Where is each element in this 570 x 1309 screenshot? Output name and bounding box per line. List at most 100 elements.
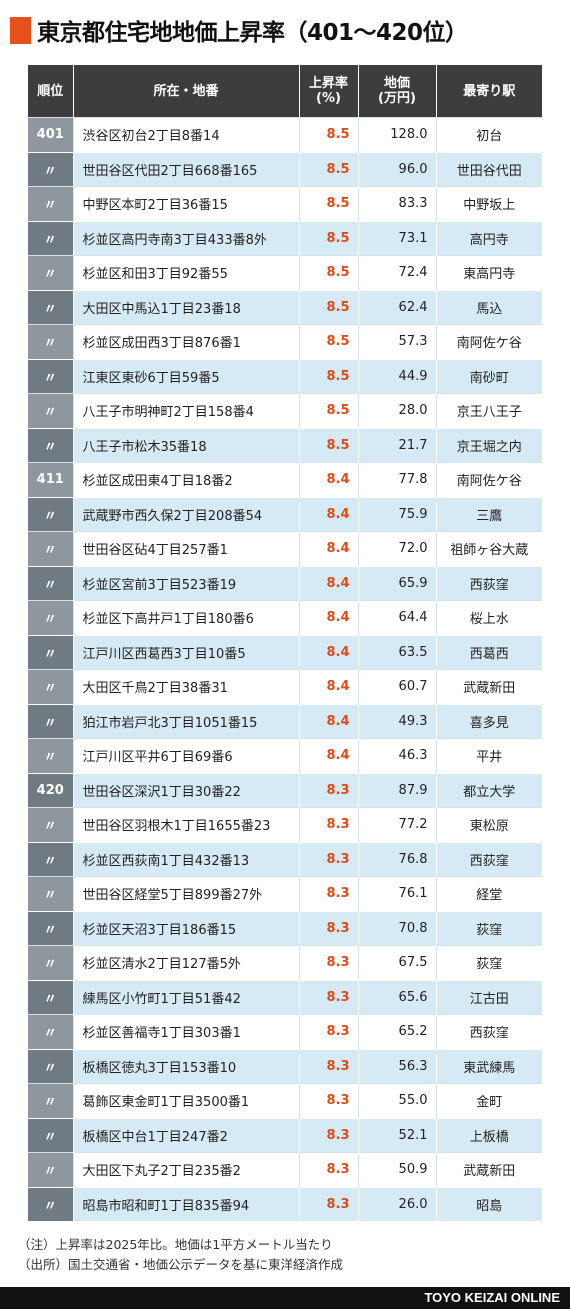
price-cell: 77.8 xyxy=(357,462,436,497)
location-cell: 八王子市松木35番18 xyxy=(72,427,299,463)
price-cell: 52.1 xyxy=(357,1117,436,1153)
table-row: 〃世田谷区羽根木1丁目1655番23 8.3 77.2 東松原 xyxy=(28,807,542,842)
station-cell: 昭島 xyxy=(435,1186,542,1221)
price-cell: 63.5 xyxy=(357,634,436,670)
price-cell: 64.4 xyxy=(357,600,436,635)
station-cell: 南阿佐ケ谷 xyxy=(435,462,542,497)
price-cell: 21.7 xyxy=(357,427,436,463)
rank-cell: 〃 xyxy=(28,1186,73,1221)
rate-cell: 8.4 xyxy=(298,531,358,566)
location-cell: 大田区中馬込1丁目23番18 xyxy=(72,289,299,325)
rate-cell: 8.3 xyxy=(298,876,358,911)
station-cell: 南阿佐ケ谷 xyxy=(435,324,542,359)
rank-cell: 420 xyxy=(28,772,73,808)
table-row: 〃杉並区高円寺南3丁目433番8外 8.5 73.1 高円寺 xyxy=(28,220,542,256)
location-cell: 杉並区成田東4丁目18番2 xyxy=(72,462,299,497)
rank-cell: 〃 xyxy=(28,703,73,739)
station-cell: 金町 xyxy=(435,1083,542,1118)
location-cell: 狛江市岩戸北3丁目1051番15 xyxy=(72,703,299,739)
header-rank: 順位 xyxy=(28,65,73,118)
location-cell: 世田谷区経堂5丁目899番27外 xyxy=(72,876,299,911)
table-row: 〃杉並区清水2丁目127番5外 8.3 67.5 荻窪 xyxy=(28,945,542,980)
table-row: 〃武蔵野市西久保2丁目208番54 8.4 75.9 三鷹 xyxy=(28,496,542,532)
rank-cell: 〃 xyxy=(28,220,73,256)
location-cell: 中野区本町2丁目36番15 xyxy=(72,186,299,221)
station-cell: 武蔵新田 xyxy=(435,669,542,704)
table-row: 〃大田区千鳥2丁目38番31 8.4 60.7 武蔵新田 xyxy=(28,669,542,704)
price-cell: 77.2 xyxy=(357,807,436,842)
station-cell: 南砂町 xyxy=(435,358,542,394)
station-cell: 都立大学 xyxy=(435,772,542,808)
ranking-table-container: 順位 所在・地番 上昇率 (%) 地価 (万円) 最寄り駅 401 渋谷区初台2丁目8番14 8… xyxy=(28,65,542,1221)
rank-cell: 〃 xyxy=(28,1014,73,1049)
price-cell: 65.2 xyxy=(357,1014,436,1049)
station-cell: 西荻窪 xyxy=(435,1014,542,1049)
rate-cell: 8.3 xyxy=(298,772,358,808)
station-cell: 三鷹 xyxy=(435,496,542,532)
rate-cell: 8.3 xyxy=(298,979,358,1015)
rate-cell: 8.4 xyxy=(298,565,358,601)
price-cell: 83.3 xyxy=(357,186,436,221)
rank-cell: 〃 xyxy=(28,289,73,325)
price-cell: 65.9 xyxy=(357,565,436,601)
table-row: 〃杉並区天沼3丁目186番15 8.3 70.8 荻窪 xyxy=(28,910,542,946)
table-row: 〃昭島市昭和町1丁目835番94 8.3 26.0 昭島 xyxy=(28,1186,542,1221)
table-row: 〃江東区東砂6丁目59番5 8.5 44.9 南砂町 xyxy=(28,358,542,394)
rate-cell: 8.5 xyxy=(298,358,358,394)
rank-cell: 〃 xyxy=(28,634,73,670)
price-cell: 72.0 xyxy=(357,531,436,566)
price-cell: 60.7 xyxy=(357,669,436,704)
header-location: 所在・地番 xyxy=(72,65,299,118)
station-cell: 京王八王子 xyxy=(435,393,542,428)
location-cell: 江戸川区平井6丁目69番6 xyxy=(72,738,299,773)
table-row: 420 世田谷区深沢1丁目30番22 8.3 87.9 都立大学 xyxy=(28,772,542,808)
table-row: 〃狛江市岩戸北3丁目1051番15 8.4 49.3 喜多見 xyxy=(28,703,542,739)
rate-cell: 8.5 xyxy=(298,427,358,463)
header-price-text: (万円) xyxy=(378,91,416,106)
station-cell: 祖師ヶ谷大蔵 xyxy=(435,531,542,566)
table-row: 401 渋谷区初台2丁目8番14 8.5 128.0 初台 xyxy=(28,117,542,152)
table-header: 順位 所在・地番 上昇率 (%) 地価 (万円) 最寄り駅 xyxy=(28,65,542,118)
location-cell: 大田区千鳥2丁目38番31 xyxy=(72,669,299,704)
station-cell: 平井 xyxy=(435,738,542,773)
source-line: （出所）国土交通省・地価公示データを基に東洋経済作成 xyxy=(18,1257,344,1272)
station-cell: 経堂 xyxy=(435,876,542,911)
rank-cell: 〃 xyxy=(28,1083,73,1118)
ranking-table: 順位 所在・地番 上昇率 (%) 地価 (万円) 最寄り駅 401 渋谷区初台2丁目8番14 8… xyxy=(28,65,542,1221)
rank-cell: 〃 xyxy=(28,738,73,773)
price-cell: 57.3 xyxy=(357,324,436,359)
location-cell: 世田谷区砧4丁目257番1 xyxy=(72,531,299,566)
price-cell: 70.8 xyxy=(357,910,436,946)
rate-cell: 8.5 xyxy=(298,186,358,221)
rank-cell: 〃 xyxy=(28,945,73,980)
rate-cell: 8.3 xyxy=(298,841,358,877)
rate-cell: 8.4 xyxy=(298,669,358,704)
rank-cell: 411 xyxy=(28,462,73,497)
rate-cell: 8.4 xyxy=(298,634,358,670)
location-cell: 武蔵野市西久保2丁目208番54 xyxy=(72,496,299,532)
rank-cell: 〃 xyxy=(28,324,73,359)
station-cell: 西葛西 xyxy=(435,634,542,670)
rate-cell: 8.5 xyxy=(298,324,358,359)
rank-cell: 〃 xyxy=(28,841,73,877)
location-cell: 杉並区西荻南1丁目432番13 xyxy=(72,841,299,877)
price-cell: 96.0 xyxy=(357,151,436,187)
rate-cell: 8.4 xyxy=(298,496,358,532)
table-row: 〃板橋区徳丸3丁目153番10 8.3 56.3 東武練馬 xyxy=(28,1048,542,1084)
station-cell: 東高円寺 xyxy=(435,255,542,290)
location-cell: 世田谷区羽根木1丁目1655番23 xyxy=(72,807,299,842)
station-cell: 東松原 xyxy=(435,807,542,842)
rate-cell: 8.3 xyxy=(298,1083,358,1118)
location-cell: 大田区下丸子2丁目235番2 xyxy=(72,1152,299,1187)
rank-cell: 〃 xyxy=(28,1117,73,1153)
header-rank-text: 順位 xyxy=(37,83,64,99)
station-cell: 荻窪 xyxy=(435,945,542,980)
rank-cell: 〃 xyxy=(28,876,73,911)
location-cell: 八王子市明神町2丁目158番4 xyxy=(72,393,299,428)
rate-cell: 8.4 xyxy=(298,703,358,739)
table-row: 〃大田区下丸子2丁目235番2 8.3 50.9 武蔵新田 xyxy=(28,1152,542,1187)
location-cell: 葛飾区東金町1丁目3500番1 xyxy=(72,1083,299,1118)
table-row: 〃中野区本町2丁目36番15 8.5 83.3 中野坂上 xyxy=(28,186,542,221)
header-rate: 上昇率 (%) xyxy=(298,65,358,118)
rate-cell: 8.4 xyxy=(298,738,358,773)
